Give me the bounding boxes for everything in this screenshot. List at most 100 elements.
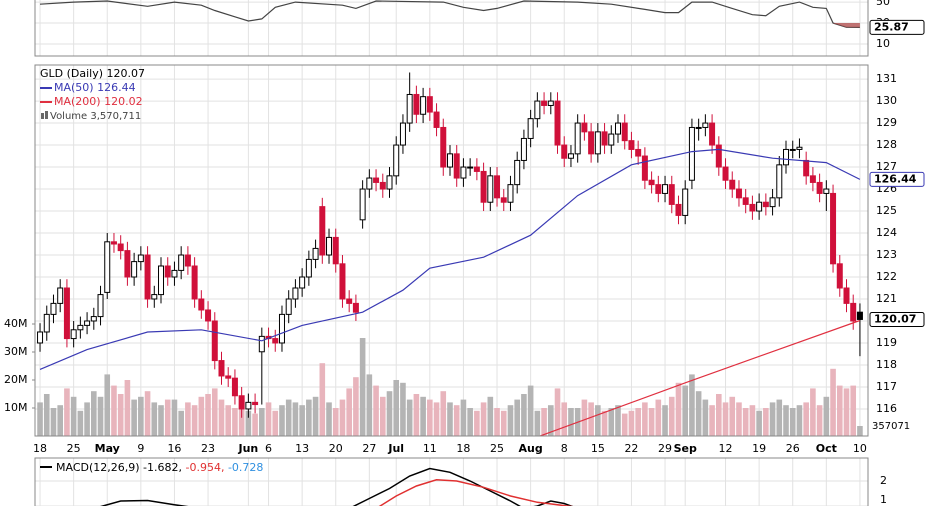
volume-bar xyxy=(306,399,312,436)
candle-body xyxy=(836,263,843,289)
volume-bar xyxy=(675,382,682,436)
candle-body xyxy=(231,377,238,397)
x-tick-label: Jul xyxy=(387,442,404,455)
volume-bar xyxy=(836,385,843,436)
candle-body xyxy=(662,184,669,194)
candle-body xyxy=(171,269,178,278)
candle-body xyxy=(702,122,709,128)
volume-bar xyxy=(823,396,830,436)
volume-bar xyxy=(668,396,675,436)
candle-body xyxy=(756,201,763,212)
volume-bar xyxy=(427,399,433,436)
volume-bar xyxy=(353,377,359,436)
x-tick-label: Oct xyxy=(816,442,837,455)
candle-body xyxy=(789,148,796,151)
y-tick-label: 118 xyxy=(876,358,897,371)
candle-body xyxy=(735,188,742,199)
x-tick-label: 15 xyxy=(591,442,605,455)
x-tick-label: 8 xyxy=(561,442,568,455)
candle-body xyxy=(117,243,124,252)
volume-bar xyxy=(541,408,547,436)
volume-bar xyxy=(70,396,77,436)
candle-body xyxy=(352,302,359,313)
x-tick-label: 10 xyxy=(853,442,867,455)
volume-bar xyxy=(232,408,238,436)
x-tick-label: 29 xyxy=(658,442,672,455)
volume-bar xyxy=(581,399,588,436)
candle-body xyxy=(776,164,783,199)
volume-bar xyxy=(339,399,346,436)
x-tick-label: 16 xyxy=(167,442,181,455)
volume-bar xyxy=(117,394,124,436)
volume-bar xyxy=(292,402,299,436)
volume-bar xyxy=(77,410,84,436)
macd-line xyxy=(378,479,574,506)
candle-body xyxy=(413,93,420,115)
candle-body xyxy=(319,206,326,256)
x-tick-label: 22 xyxy=(624,442,638,455)
volume-bar xyxy=(366,374,373,436)
candle-body xyxy=(359,188,366,221)
candle-body xyxy=(278,313,285,344)
candle-body xyxy=(446,153,453,168)
candle-body xyxy=(695,126,702,129)
candle-body xyxy=(514,159,521,186)
candle-body xyxy=(688,126,695,181)
candle-body xyxy=(299,276,306,289)
candle-body xyxy=(567,153,574,159)
candle-body xyxy=(252,401,259,406)
candle-body xyxy=(796,146,803,150)
volume-bar xyxy=(749,405,756,436)
volume-bar xyxy=(736,402,742,436)
candle-body xyxy=(749,203,756,212)
x-tick-label: 27 xyxy=(362,442,376,455)
volume-bar xyxy=(561,402,568,436)
x-tick-label: 25 xyxy=(67,442,81,455)
volume-bar xyxy=(763,408,769,436)
volume-bar xyxy=(131,399,137,436)
volume-bar xyxy=(689,374,695,436)
volume-tick-label: 10M xyxy=(4,401,28,414)
candle-body xyxy=(648,179,655,186)
volume-bar xyxy=(642,402,648,436)
volume-bar xyxy=(272,410,279,436)
volume-bar xyxy=(164,399,171,436)
y-tick-label: 125 xyxy=(876,204,897,217)
candle-body xyxy=(527,118,534,139)
candle-body xyxy=(211,320,218,362)
volume-bar xyxy=(534,410,541,436)
volume-bar xyxy=(198,396,205,436)
volume-bar xyxy=(843,388,850,436)
candle-body xyxy=(655,184,662,194)
price-tag-box xyxy=(869,311,925,327)
y-tick-label: 123 xyxy=(876,248,897,261)
rsi-frame xyxy=(34,0,869,57)
candle-body xyxy=(561,144,568,159)
volume-bar xyxy=(400,382,406,436)
y-tick-label: 119 xyxy=(876,336,897,349)
volume-bar xyxy=(185,402,191,436)
candle-body xyxy=(675,203,682,216)
x-tick-label: 19 xyxy=(752,442,766,455)
candle-body xyxy=(621,122,628,142)
volume-bar xyxy=(37,402,43,436)
y-tick-label: 116 xyxy=(876,402,897,415)
volume-bar xyxy=(64,388,70,436)
volume-bar xyxy=(171,399,178,436)
price-tag: 120.07 xyxy=(874,312,916,325)
volume-bar xyxy=(783,405,789,436)
volume-bar xyxy=(218,399,225,436)
ma50-tag: 126.44 xyxy=(874,172,917,185)
rsi-tag: 25.87 xyxy=(874,20,909,33)
volume-bar xyxy=(225,405,232,436)
candle-body xyxy=(762,201,769,208)
candle-body xyxy=(453,153,460,179)
volume-bar xyxy=(742,408,749,436)
x-tick-label: Aug xyxy=(519,442,543,455)
y-tick-label: 127 xyxy=(876,160,897,173)
volume-bar xyxy=(124,380,131,436)
candle-body xyxy=(709,122,716,146)
candle-body xyxy=(386,175,393,190)
candle-body xyxy=(285,298,292,315)
candle-body xyxy=(635,148,642,157)
